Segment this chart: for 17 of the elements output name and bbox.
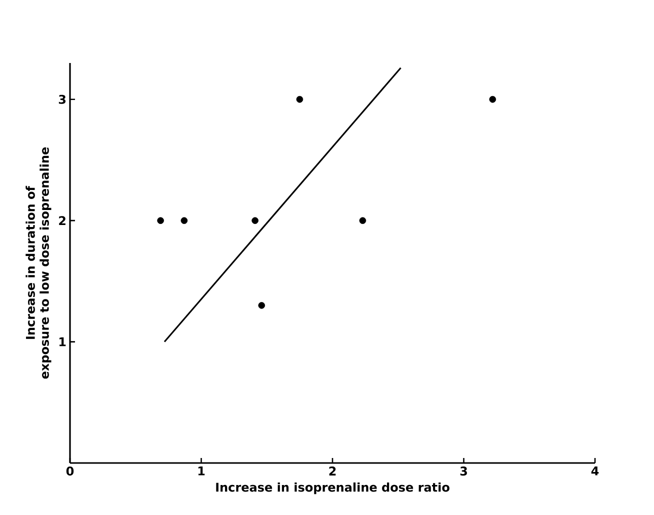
y-tick-label: 2 bbox=[59, 216, 66, 226]
point bbox=[157, 217, 164, 224]
x-tick-label: 3 bbox=[460, 466, 467, 476]
point bbox=[489, 96, 496, 103]
point bbox=[252, 217, 258, 224]
x-tick-label: 4 bbox=[591, 466, 599, 476]
y-tick-label: 3 bbox=[58, 94, 66, 104]
x-tick-label: 0 bbox=[66, 466, 74, 476]
x-tick-label: 1 bbox=[198, 466, 205, 476]
point bbox=[180, 217, 188, 224]
y-tick-label: 1 bbox=[59, 337, 66, 346]
x-tick-label: 2 bbox=[329, 466, 336, 476]
point bbox=[296, 96, 304, 103]
x-axis-title: Increase in isoprenaline dose ratio bbox=[216, 482, 450, 494]
point bbox=[258, 302, 266, 309]
point bbox=[359, 217, 366, 224]
y-axis-title: Increase in duration of exposure to low dose isoprenaline bbox=[26, 147, 52, 379]
